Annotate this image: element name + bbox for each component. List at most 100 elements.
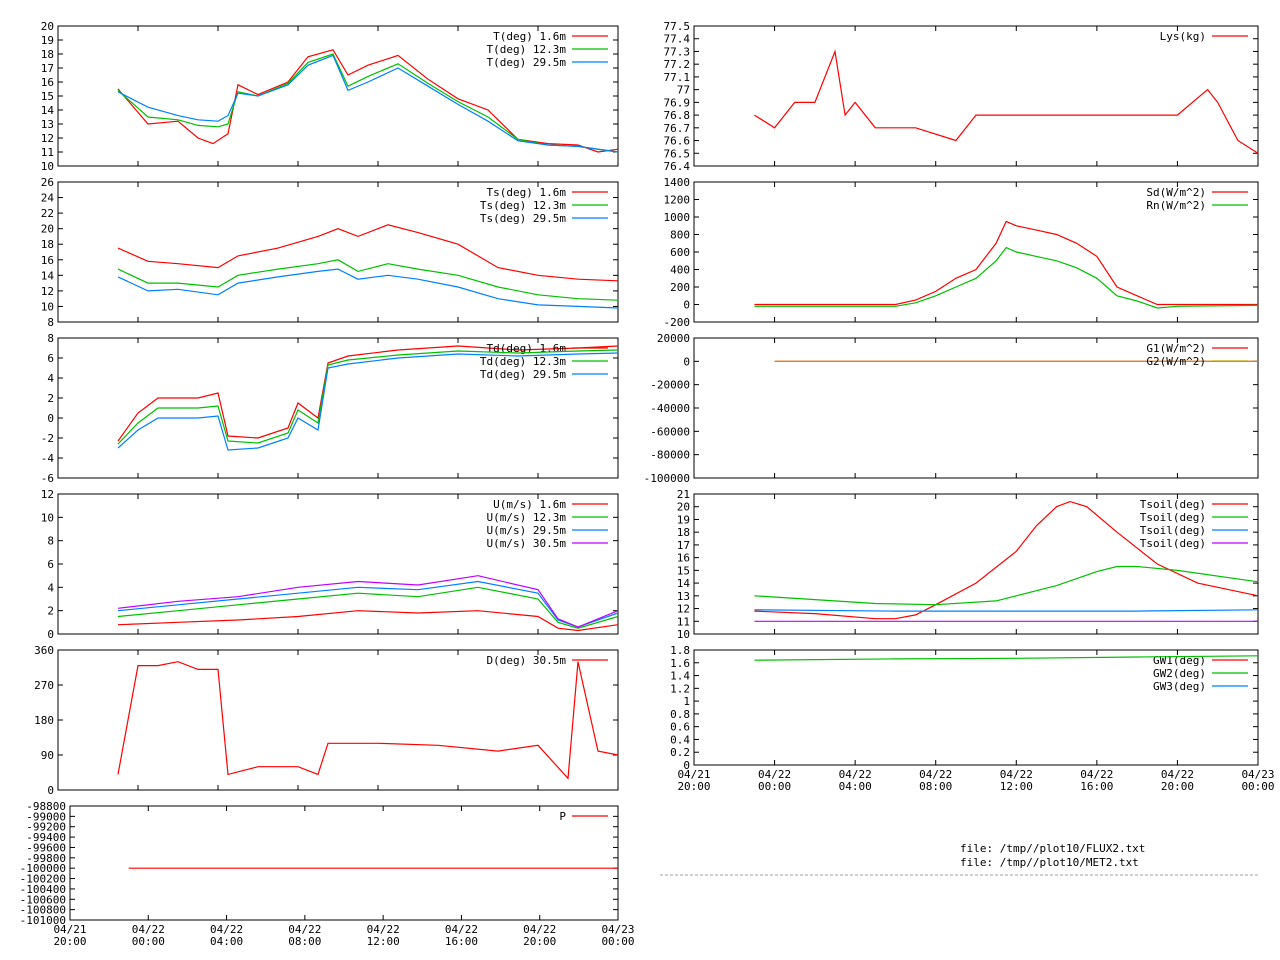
x-tick-time-pres: 00:00 xyxy=(132,935,165,948)
series-line-tsurf-1 xyxy=(117,259,619,301)
series-line-temp-0 xyxy=(117,49,619,153)
y-tick-label-lys: 77.2 xyxy=(664,58,691,71)
x-tick-time-pres: 20:00 xyxy=(523,935,556,948)
series-line-wind-2 xyxy=(117,580,619,628)
series-line-tdew-1 xyxy=(117,349,619,445)
series-line-temp-1 xyxy=(117,53,619,153)
y-tick-label-tdew: -4 xyxy=(41,452,55,465)
x-tick-time-pres: 20:00 xyxy=(53,935,86,948)
series-line-wind-3 xyxy=(117,575,619,628)
y-tick-label-ground: -40000 xyxy=(650,402,690,415)
y-tick-label-gw: 1.8 xyxy=(670,644,690,657)
x-tick-time-gw: 04:00 xyxy=(839,780,872,793)
legend-label-tdew-1: Td(deg) 12.3m xyxy=(480,355,566,368)
series-line-rad-1 xyxy=(754,246,1259,309)
y-tick-label-rad: 800 xyxy=(670,229,690,242)
x-tick-date-pres: 04/23 xyxy=(601,923,634,936)
y-tick-label-lys: 77.5 xyxy=(664,20,691,33)
x-tick-time-pres: 00:00 xyxy=(601,935,634,948)
y-tick-label-rad: 1200 xyxy=(664,194,691,207)
legend-label-temp-0: T(deg) 1.6m xyxy=(493,30,566,43)
y-tick-label-tsoil: 17 xyxy=(677,539,690,552)
plot-frame-pres xyxy=(69,805,619,921)
y-tick-label-ground: -100000 xyxy=(644,472,690,485)
y-tick-label-tdew: 4 xyxy=(47,372,54,385)
x-tick-date-pres: 04/22 xyxy=(132,923,165,936)
y-tick-label-tsurf: 8 xyxy=(47,316,54,329)
y-tick-label-gw: 1.4 xyxy=(670,670,690,683)
series-line-wind-1 xyxy=(117,586,619,629)
legend-label-wind-0: U(m/s) 1.6m xyxy=(493,498,566,511)
series-line-tsurf-0 xyxy=(117,224,619,282)
y-tick-label-lys: 76.6 xyxy=(664,135,691,148)
y-tick-label-gw: 0.4 xyxy=(670,733,690,746)
legend-label-tsoil-3: Tsoil(deg) xyxy=(1140,537,1206,550)
y-tick-label-tsoil: 14 xyxy=(677,577,691,590)
y-tick-label-gw: 0 xyxy=(683,759,690,772)
y-tick-label-pres: -99600 xyxy=(26,841,66,854)
y-tick-label-tsoil: 18 xyxy=(677,526,690,539)
y-tick-label-temp: 15 xyxy=(41,90,54,103)
x-tick-date-gw: 04/22 xyxy=(1000,768,1033,781)
legend-label-pres-0: P xyxy=(559,810,566,823)
y-tick-label-tsoil: 21 xyxy=(677,488,690,501)
legend-label-dir-0: D(deg) 30.5m xyxy=(487,654,567,667)
series-line-tdew-0 xyxy=(117,345,619,442)
legend-label-tdew-2: Td(deg) 29.5m xyxy=(480,368,566,381)
y-tick-label-lys: 77 xyxy=(677,84,690,97)
x-tick-date-gw: 04/22 xyxy=(839,768,872,781)
y-tick-label-pres: -99000 xyxy=(26,810,66,823)
y-tick-label-wind: 10 xyxy=(41,511,54,524)
y-tick-label-tsurf: 18 xyxy=(41,238,54,251)
y-tick-label-dir: 180 xyxy=(34,714,54,727)
x-tick-date-gw: 04/22 xyxy=(919,768,952,781)
series-line-gw-1 xyxy=(754,655,1259,661)
y-tick-label-lys: 76.7 xyxy=(664,122,691,135)
y-tick-label-tsoil: 15 xyxy=(677,564,690,577)
y-tick-label-pres: -99200 xyxy=(26,821,66,834)
y-tick-label-tsoil: 12 xyxy=(677,603,690,616)
y-tick-label-lys: 77.1 xyxy=(664,71,691,84)
legend-label-rad-0: Sd(W/m^2) xyxy=(1146,186,1206,199)
y-tick-label-rad: -200 xyxy=(664,316,691,329)
series-line-lys-0 xyxy=(754,49,1259,154)
x-tick-time-pres: 08:00 xyxy=(288,935,321,948)
y-tick-label-temp: 18 xyxy=(41,48,54,61)
file-label-2: file: /tmp//plot10/MET2.txt xyxy=(960,856,1139,869)
x-tick-time-gw: 20:00 xyxy=(1161,780,1194,793)
y-tick-label-gw: 1.6 xyxy=(670,657,690,670)
y-tick-label-pres: -100800 xyxy=(20,904,66,917)
y-tick-label-rad: 1000 xyxy=(664,211,691,224)
x-tick-date-pres: 04/22 xyxy=(210,923,243,936)
x-tick-date-gw: 04/22 xyxy=(758,768,791,781)
y-tick-label-temp: 13 xyxy=(41,118,54,131)
y-tick-label-rad: 200 xyxy=(670,281,690,294)
y-tick-label-rad: 1400 xyxy=(664,176,691,189)
y-tick-label-wind: 0 xyxy=(47,628,54,641)
series-line-tdew-2 xyxy=(117,352,619,451)
plot-frame-gw xyxy=(693,649,1259,766)
series-line-tsurf-2 xyxy=(117,268,619,309)
series-line-tsoil-2 xyxy=(754,609,1259,612)
x-tick-time-pres: 12:00 xyxy=(367,935,400,948)
legend-label-wind-2: U(m/s) 29.5m xyxy=(487,524,567,537)
y-tick-label-pres: -100000 xyxy=(20,862,66,875)
y-tick-label-tdew: -2 xyxy=(41,432,54,445)
y-tick-label-temp: 20 xyxy=(41,20,54,33)
y-tick-label-lys: 76.5 xyxy=(664,147,691,160)
y-tick-label-tdew: 2 xyxy=(47,392,54,405)
x-tick-date-gw: 04/22 xyxy=(1161,768,1194,781)
plot-frame-tsoil xyxy=(693,493,1259,635)
y-tick-label-lys: 76.9 xyxy=(664,96,691,109)
x-tick-time-pres: 04:00 xyxy=(210,935,243,948)
x-tick-date-gw: 04/23 xyxy=(1241,768,1274,781)
x-tick-time-pres: 16:00 xyxy=(445,935,478,948)
y-tick-label-tsoil: 10 xyxy=(677,628,690,641)
series-line-tsoil-1 xyxy=(754,565,1259,606)
y-tick-label-pres: -100600 xyxy=(20,893,66,906)
y-tick-label-lys: 77.4 xyxy=(664,33,691,46)
y-tick-label-temp: 10 xyxy=(41,160,54,173)
y-tick-label-tsoil: 19 xyxy=(677,513,690,526)
y-tick-label-dir: 90 xyxy=(41,749,54,762)
